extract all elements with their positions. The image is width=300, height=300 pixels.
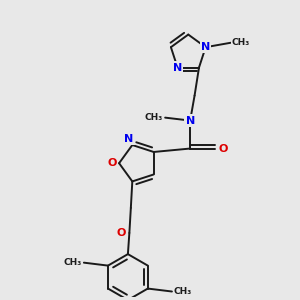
Text: O: O bbox=[116, 228, 126, 238]
Text: CH₃: CH₃ bbox=[145, 113, 163, 122]
Text: N: N bbox=[124, 134, 134, 144]
Text: CH₃: CH₃ bbox=[174, 287, 192, 296]
Text: CH₃: CH₃ bbox=[64, 258, 82, 267]
Text: N: N bbox=[185, 116, 195, 126]
Text: CH₃: CH₃ bbox=[232, 38, 250, 47]
Text: O: O bbox=[219, 143, 228, 154]
Text: O: O bbox=[107, 158, 116, 168]
Text: N: N bbox=[201, 42, 210, 52]
Text: N: N bbox=[173, 63, 182, 73]
